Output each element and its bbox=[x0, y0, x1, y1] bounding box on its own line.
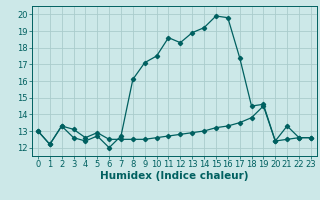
X-axis label: Humidex (Indice chaleur): Humidex (Indice chaleur) bbox=[100, 171, 249, 181]
